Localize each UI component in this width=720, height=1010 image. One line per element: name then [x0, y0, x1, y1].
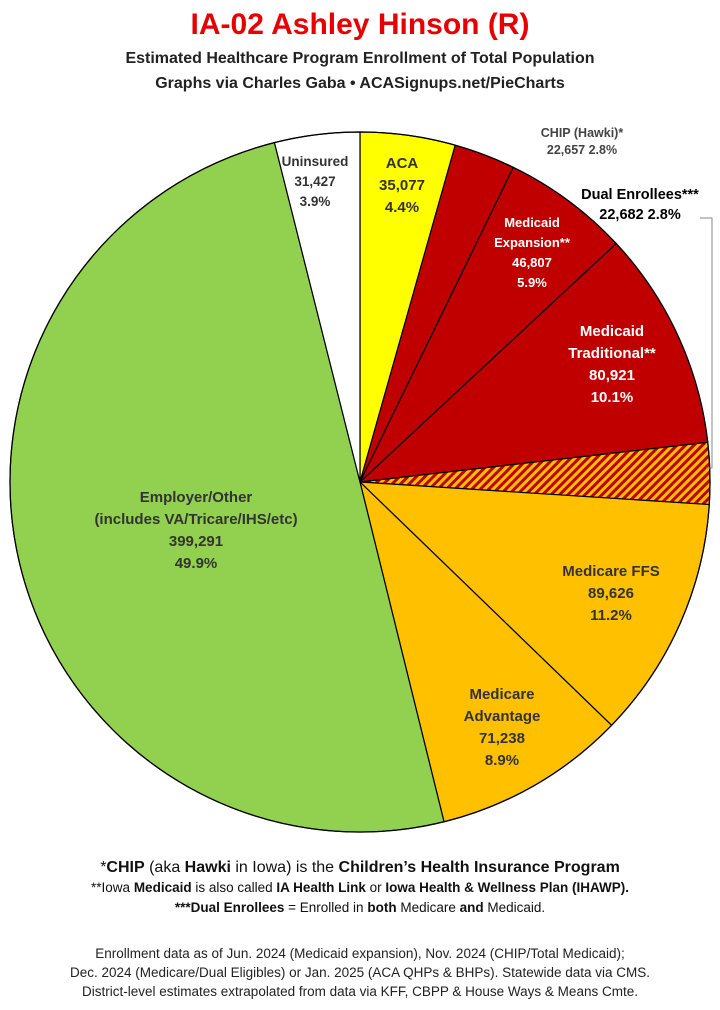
label-medicare-ffs: Medicare FFS 89,626 11.2%: [562, 563, 660, 624]
label-aca: ACA 35,077 4.4%: [379, 155, 425, 216]
sources-line-3: District-level estimates extrapolated fr…: [82, 984, 638, 999]
chart-subtitle: Estimated Healthcare Program Enrollment …: [125, 50, 595, 67]
pie-labels: ACA 35,077 4.4% CHIP (Hawki)* 22,657 2.8% Med…: [94, 126, 713, 769]
label-medicaid-traditional: Medicaid Traditional** 80,921 10.1%: [568, 323, 656, 406]
footnotes: *CHIP (aka Hawki in Iowa) is the Childre…: [0, 858, 720, 918]
label-chip-hawki: CHIP (Hawki)* 22,657 2.8%: [541, 126, 624, 157]
chip-footnote: *CHIP (aka Hawki in Iowa) is the Childre…: [100, 859, 620, 876]
sources-line-2: Dec. 2024 (Medicare/Dual Eligibles) or J…: [70, 965, 650, 980]
dual-enrollees-leader-line: [700, 217, 713, 469]
chart-title: IA-02 Ashley Hinson (R): [190, 8, 530, 41]
label-employer-other-includes-va-tricare-ihs-etc: Employer/Other (includes VA/Tricare/IHS/e…: [94, 489, 297, 572]
pie-slices: [9, 131, 711, 833]
label-uninsured: Uninsured 31,427 3.9%: [282, 154, 349, 209]
dual-enrollees-footnote: ***Dual Enrollees = Enrolled in both Med…: [174, 900, 546, 915]
data-sources: Enrollment data as of Jun. 2024 (Medicai…: [0, 944, 720, 1001]
chart-credit: Graphs via Charles Gaba • ACASignups.net…: [155, 75, 565, 92]
label-medicaid-expansion: Medicaid Expansion** 46,807 5.9%: [494, 215, 571, 290]
sources-line-1: Enrollment data as of Jun. 2024 (Medicai…: [95, 946, 625, 961]
pie-outline: [9, 131, 711, 833]
pie-chart: ACA 35,077 4.4% CHIP (Hawki)* 22,657 2.8% Med…: [9, 126, 713, 833]
medicaid-footnote: **Iowa Medicaid is also called IA Health…: [91, 880, 629, 895]
label-dual-enrollees: Dual Enrollees*** 22,682 2.8%: [581, 187, 699, 223]
label-medicare-advantage: Medicare Advantage 71,238 8.9%: [464, 686, 541, 769]
